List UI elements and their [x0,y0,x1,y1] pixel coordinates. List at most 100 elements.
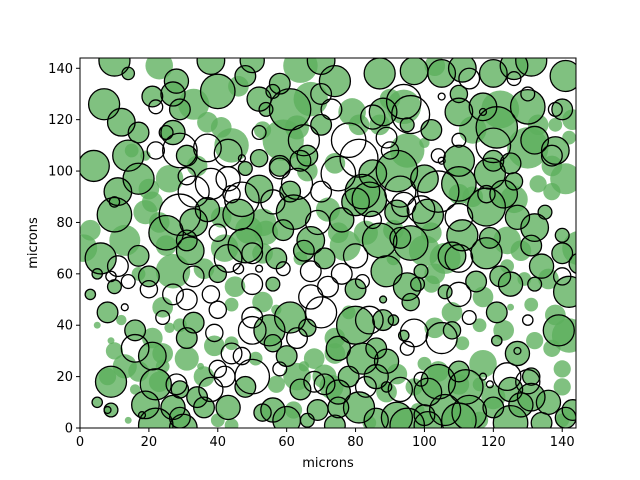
filled-circle-mark [526,332,544,350]
outlined-circle-mark [325,379,352,405]
filled-circle-mark [97,302,118,323]
outlined-circle-mark [520,213,550,243]
outlined-circle-mark [478,107,488,117]
filled-circle-mark [297,160,318,182]
outlined-circle-mark [160,119,186,146]
y-tick-label: 120 [48,113,73,128]
outlined-circle-mark [137,411,147,420]
filled-circle-mark [128,245,149,267]
filled-circle-mark [364,58,396,89]
filled-circle-mark [491,335,502,346]
filled-circle-mark [476,106,518,149]
outlined-circle-mark [373,348,400,374]
outlined-circle-mark [249,148,269,168]
outlined-circle-mark [279,180,302,203]
filled-circle-mark [550,60,576,92]
filled-circle-mark [224,418,239,428]
outlined-circle-mark [504,340,531,367]
filled-circle-mark [92,397,103,408]
outlined-circle-mark [120,274,136,290]
outlined-circle-mark [520,86,536,102]
outlined-circle-mark [175,236,205,266]
x-axis-label: microns [302,456,354,471]
outlined-circle-mark [292,239,315,262]
filled-circle-mark [97,197,132,232]
outlined-circle-mark [497,271,524,297]
filled-circle-mark [174,346,199,371]
outlined-circle-mark [330,262,353,285]
outlined-circle-mark [515,369,541,395]
outlined-circle-mark [447,58,477,83]
outlined-circle-mark [131,390,160,420]
outlined-circle-mark [299,412,315,428]
outlined-circle-mark [310,180,333,203]
filled-circle-mark [536,390,561,415]
outlined-circle-mark [485,380,494,389]
outlined-circle-mark [441,402,477,428]
outlined-circle-mark [213,243,243,273]
outlined-circle-mark [437,92,446,101]
filled-circle-mark [267,375,285,393]
outlined-circle-mark [354,375,377,398]
outlined-circle-mark [399,117,415,133]
outlined-circle-mark [387,376,414,403]
filled-circle-mark [348,114,370,136]
outlined-circle-mark [492,362,522,392]
filled-circle-mark [107,337,115,345]
outlined-circle-mark [384,199,410,225]
outlined-circle-mark [475,106,519,149]
outlined-circle-mark [509,88,546,125]
filled-circle-mark [548,117,563,132]
x-tick-label: 60 [278,435,295,450]
outlined-circle-mark [120,303,129,312]
filled-circle-mark [197,58,225,75]
outlined-circle-mark [323,414,346,428]
outlined-circle-mark [554,227,570,243]
outlined-circle-mark [406,195,436,225]
filled-circle-mark [266,248,287,269]
outlined-circle-mark [520,234,543,257]
outlined-circle-mark [241,242,264,265]
filled-circle-mark [248,351,263,366]
filled-circle-mark [95,366,127,398]
outlined-circle-mark [444,202,474,232]
outlined-circle-mark [320,98,343,121]
outlined-circle-mark [344,173,381,210]
y-tick-label: 140 [48,62,73,77]
filled-circle-mark [414,264,428,279]
outlined-circle-mark [444,243,474,273]
filled-circle-mark [553,378,571,396]
filled-circle-mark [272,406,301,428]
outlined-circle-mark [447,360,470,383]
filled-circle-mark [298,319,316,337]
outlined-circle-mark [234,375,257,398]
outlined-circle-mark [251,124,267,141]
outlined-circle-mark [155,309,171,326]
x-tick-label: 80 [347,435,364,450]
outlined-circle-mark [363,407,389,428]
outlined-circle-mark [413,411,443,428]
filled-circle-mark [465,271,487,292]
outlined-circle-mark [162,283,184,306]
filled-circle-mark [314,248,335,269]
outlined-circle-mark [478,58,508,88]
filled-circle-mark [324,343,346,364]
outlined-circle-mark [299,260,322,283]
filled-circle-mark [283,58,318,83]
filled-circle-mark [272,219,294,241]
outlined-circle-mark [208,359,228,379]
outlined-circle-mark [237,315,267,345]
filled-circle-mark [193,397,215,418]
outlined-circle-mark [224,181,260,218]
outlined-circle-mark [193,396,215,419]
filled-circle-mark [85,242,117,274]
outlined-circle-mark [442,144,476,177]
outlined-circle-mark [268,157,291,180]
outlined-circle-mark [182,265,205,288]
outlined-circle-mark [208,264,228,284]
x-tick-label: 20 [141,435,158,450]
plot-frame [79,57,577,429]
y-tick-label: 20 [56,370,73,385]
outlined-circle-mark [317,275,339,298]
outlined-circle-mark [232,262,245,275]
